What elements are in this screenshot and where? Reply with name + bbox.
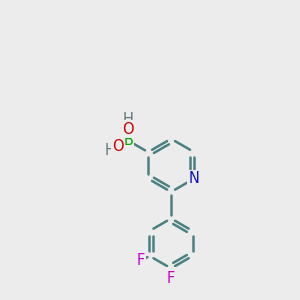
Text: O: O [122,122,134,136]
Text: B: B [123,133,133,148]
Text: F: F [167,271,175,286]
Text: H: H [123,112,134,127]
Text: O: O [112,139,124,154]
Text: N: N [189,171,200,186]
Text: F: F [137,253,145,268]
Text: H: H [105,143,116,158]
